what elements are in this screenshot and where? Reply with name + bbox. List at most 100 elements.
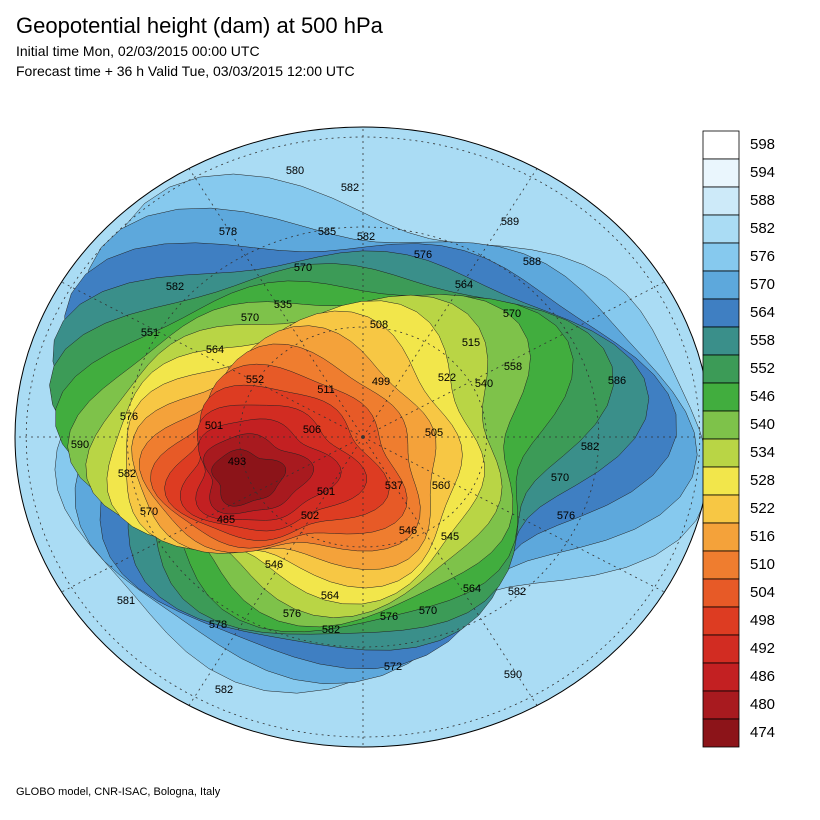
colorbar-box [702, 382, 740, 412]
contour-label: 506 [303, 424, 321, 436]
colorbar-box [702, 522, 740, 552]
colorbar-label: 546 [750, 388, 775, 405]
contour-label: 578 [219, 226, 237, 238]
colorbar-box [702, 718, 740, 748]
colorbar-box [702, 550, 740, 580]
contour-label: 515 [462, 337, 480, 349]
colorbar-label: 474 [750, 724, 775, 741]
colorbar-label: 486 [750, 668, 775, 685]
contour-label: 582 [508, 586, 526, 598]
contour-label: 585 [318, 226, 336, 238]
contour-labels: 580 582 578 585 582 589 588 576 570 564 582 535 570 5… [71, 165, 626, 696]
colorbar-box [702, 130, 740, 160]
contour-label: 564 [206, 344, 224, 356]
contour-label: 501 [317, 486, 335, 498]
colorbar-label: 588 [750, 192, 775, 209]
colorbar-box [702, 606, 740, 636]
contour-label: 485 [217, 514, 235, 526]
contour-label: 551 [141, 327, 159, 339]
contour-label: 576 [380, 611, 398, 623]
contour-label: 570 [241, 312, 259, 324]
meridian [61, 281, 364, 438]
contour-label: 546 [399, 525, 417, 537]
contour-label: 535 [274, 299, 292, 311]
colorbar-label: 552 [750, 360, 775, 377]
colorbar-box [702, 410, 740, 440]
contour-label: 572 [384, 661, 402, 673]
contour-label: 580 [286, 165, 304, 177]
contour-label: 570 [294, 262, 312, 274]
colorbar-label: 576 [750, 248, 775, 265]
contour-label: 564 [463, 583, 481, 595]
contour-label: 564 [455, 279, 473, 291]
contour-label: 499 [372, 376, 390, 388]
contour-label: 582 [357, 231, 375, 243]
contour-label: 511 [317, 384, 335, 396]
contour-label: 582 [118, 468, 136, 480]
colorbar-label: 522 [750, 500, 775, 517]
colorbar-box [702, 634, 740, 664]
contour-label: 537 [385, 480, 403, 492]
contour-label: 545 [441, 531, 459, 543]
contour-label: 582 [341, 182, 359, 194]
colorbar-label: 582 [750, 220, 775, 237]
contour-label: 493 [228, 456, 246, 468]
contour-label: 576 [283, 608, 301, 620]
contour-label: 508 [370, 319, 388, 331]
map-fill [15, 127, 711, 747]
contour-label: 576 [414, 249, 432, 261]
colorbar-label: 594 [750, 164, 775, 181]
contour-label: 540 [475, 378, 493, 390]
contour-label: 586 [608, 375, 626, 387]
meridian [61, 436, 364, 593]
colorbar-box [702, 298, 740, 328]
meridian [362, 281, 665, 438]
contour-label: 590 [504, 669, 522, 681]
colorbar-box [702, 242, 740, 272]
colorbar-box [702, 690, 740, 720]
contour-label: 576 [557, 510, 575, 522]
contour-label: 590 [71, 439, 89, 451]
contour-label: 522 [438, 372, 456, 384]
contour-label: 589 [501, 216, 519, 228]
colorbar-label: 480 [750, 696, 775, 713]
meridian [362, 436, 665, 593]
colorbar-label: 516 [750, 528, 775, 545]
contour-label: 588 [523, 256, 541, 268]
colorbar-box [702, 354, 740, 384]
latitude-circle [239, 326, 487, 548]
colorbar-box [702, 214, 740, 244]
colorbar-label: 510 [750, 556, 775, 573]
contour-label: 576 [120, 411, 138, 423]
contour-label: 546 [265, 559, 283, 571]
colorbar-box [702, 270, 740, 300]
colorbar-label: 492 [750, 640, 775, 657]
contour-label: 502 [301, 510, 319, 522]
colorbar-box [702, 186, 740, 216]
colorbar-box [702, 326, 740, 356]
colorbar-box [702, 662, 740, 692]
colorbar-label: 564 [750, 304, 775, 321]
initial-time: Initial time Mon, 02/03/2015 00:00 UTC [16, 43, 260, 59]
contour-label: 558 [504, 361, 522, 373]
title: Geopotential height (dam) at 500 hPa [16, 13, 384, 38]
colorbar-box [702, 438, 740, 468]
contour-label: 570 [140, 506, 158, 518]
contour-label: 560 [432, 480, 450, 492]
colorbar-label: 598 [750, 136, 775, 153]
contour-label: 564 [321, 590, 339, 602]
colorbar-label: 558 [750, 332, 775, 349]
contour-label: 570 [419, 605, 437, 617]
colorbar: 598 594 588 582 576 570 564 558 552 546 540 534 528 5… [702, 130, 775, 748]
contour-label: 582 [215, 684, 233, 696]
colorbar-box [702, 466, 740, 496]
contour-label: 578 [209, 619, 227, 631]
contour-label: 582 [581, 441, 599, 453]
colorbar-box [702, 158, 740, 188]
colorbar-label: 540 [750, 416, 775, 433]
contour-label: 570 [551, 472, 569, 484]
footer: GLOBO model, CNR-ISAC, Bologna, Italy [16, 786, 221, 798]
colorbar-label: 504 [750, 584, 775, 601]
